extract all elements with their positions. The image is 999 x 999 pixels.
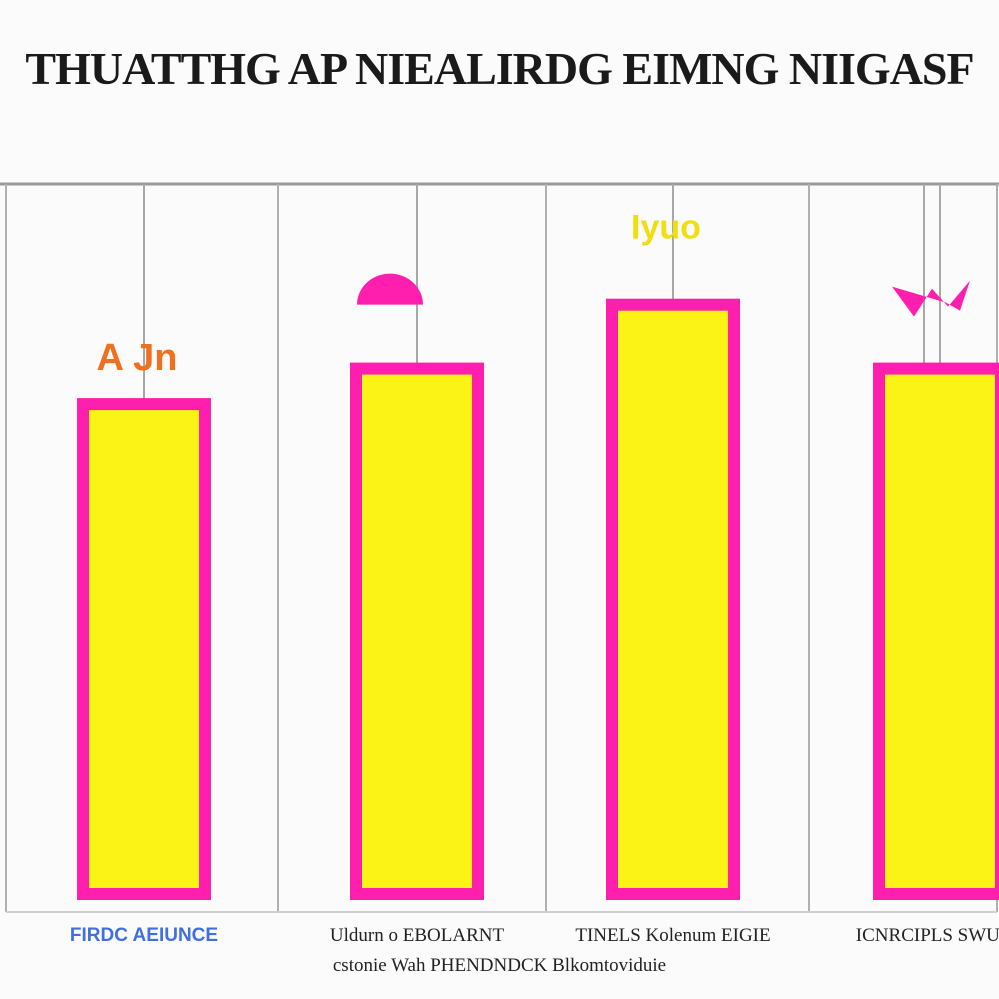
category-label-1: Uldurn o EBOLARNT: [329, 925, 505, 946]
bars-group: [77, 184, 999, 901]
bar-marker-1: [357, 273, 423, 305]
data-label-2: Iyuo: [631, 209, 701, 247]
bar-1: [350, 362, 484, 901]
category-label-2: TINELS Kolenum EIGIE: [575, 925, 771, 946]
chart-title: THUATTHG AP NIEALIRDG EIMNG NIIGASF: [25, 43, 974, 94]
category-sublabel: cstonie Wah PHENDNDCK Blkomtoviduie: [332, 955, 667, 976]
bar-0: [77, 398, 211, 900]
data-label-0: A Jn: [97, 337, 178, 379]
data-label-group: A Jn Iyuo: [97, 209, 970, 379]
bar-2: [606, 298, 740, 900]
bar-3: [873, 362, 999, 901]
category-label-3: ICNRCIPLS SWUEC: [855, 925, 999, 946]
bar-marker-3: [892, 280, 970, 317]
category-label-0: FIRDC AEIUNCE: [69, 925, 219, 946]
